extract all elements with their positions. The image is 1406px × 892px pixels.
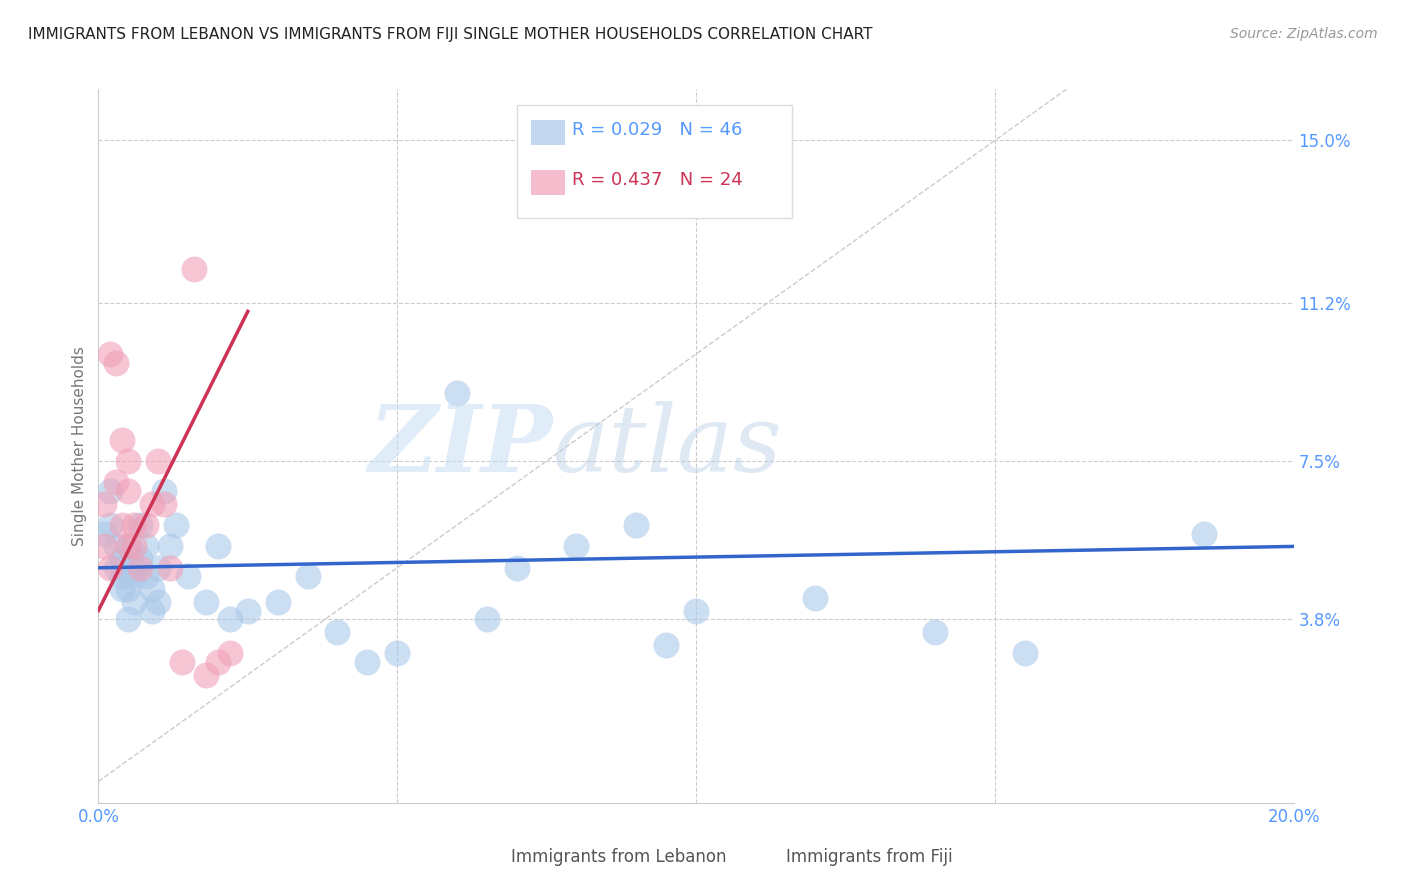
Point [159, 561, 181, 575]
FancyBboxPatch shape [517, 105, 792, 218]
Bar [481, 844, 502, 858]
Point [165, 518, 187, 533]
Point [195, 667, 218, 681]
Point [135, 518, 157, 533]
Point [117, 582, 139, 596]
Point [117, 540, 139, 554]
Point [297, 569, 319, 583]
Point [105, 540, 128, 554]
Point [626, 518, 648, 533]
Point [105, 475, 128, 490]
Point [141, 497, 163, 511]
Point [326, 624, 349, 639]
Bar [756, 844, 778, 858]
Point [177, 569, 200, 583]
Point [153, 497, 176, 511]
Point [129, 518, 152, 533]
Point [141, 603, 163, 617]
Point [195, 595, 218, 609]
Point [124, 518, 146, 533]
Point [685, 603, 707, 617]
Text: IMMIGRANTS FROM LEBANON VS IMMIGRANTS FROM FIJI SINGLE MOTHER HOUSEHOLDS CORRELA: IMMIGRANTS FROM LEBANON VS IMMIGRANTS FR… [28, 27, 873, 42]
Point [111, 518, 134, 533]
Point [475, 612, 498, 626]
Point [159, 540, 181, 554]
Point [98, 518, 122, 533]
Point [135, 569, 157, 583]
Point [565, 540, 588, 554]
Text: ZIP: ZIP [368, 401, 553, 491]
Point [93, 497, 115, 511]
Point [105, 356, 128, 370]
Point [117, 483, 139, 498]
Point [98, 347, 122, 361]
Point [385, 646, 409, 660]
Point [446, 385, 468, 400]
Point [124, 595, 146, 609]
Point [1014, 646, 1036, 660]
Point [148, 454, 170, 468]
Point [804, 591, 827, 605]
Point [219, 612, 242, 626]
Point [506, 561, 529, 575]
Bar [531, 169, 565, 194]
Point [207, 655, 229, 669]
Bar [531, 120, 565, 145]
Point [117, 540, 139, 554]
Point [219, 646, 242, 660]
Text: Immigrants from Fiji: Immigrants from Fiji [786, 848, 952, 866]
Point [172, 655, 194, 669]
Point [98, 561, 122, 575]
Point [1192, 526, 1215, 541]
Point [129, 552, 152, 566]
Point [111, 552, 134, 566]
Point [93, 526, 115, 541]
Point [124, 561, 146, 575]
Point [655, 638, 678, 652]
Point [111, 582, 134, 596]
Point [98, 483, 122, 498]
Text: R = 0.029   N = 46: R = 0.029 N = 46 [572, 121, 742, 139]
Point [356, 655, 378, 669]
Text: R = 0.437   N = 24: R = 0.437 N = 24 [572, 171, 742, 189]
Text: Immigrants from Lebanon: Immigrants from Lebanon [510, 848, 727, 866]
Point [93, 540, 115, 554]
Y-axis label: Single Mother Households: Single Mother Households [72, 346, 87, 546]
Point [105, 561, 128, 575]
Point [111, 433, 134, 447]
Text: atlas: atlas [553, 401, 782, 491]
Point [148, 561, 170, 575]
Point [267, 595, 290, 609]
Point [183, 261, 205, 276]
Point [124, 569, 146, 583]
Point [153, 483, 176, 498]
Point [124, 540, 146, 554]
Point [148, 595, 170, 609]
Text: Source: ZipAtlas.com: Source: ZipAtlas.com [1230, 27, 1378, 41]
Point [141, 582, 163, 596]
Point [924, 624, 946, 639]
Point [117, 612, 139, 626]
Point [135, 540, 157, 554]
Point [117, 454, 139, 468]
Point [111, 569, 134, 583]
Point [129, 561, 152, 575]
Point [236, 603, 259, 617]
Point [207, 540, 229, 554]
